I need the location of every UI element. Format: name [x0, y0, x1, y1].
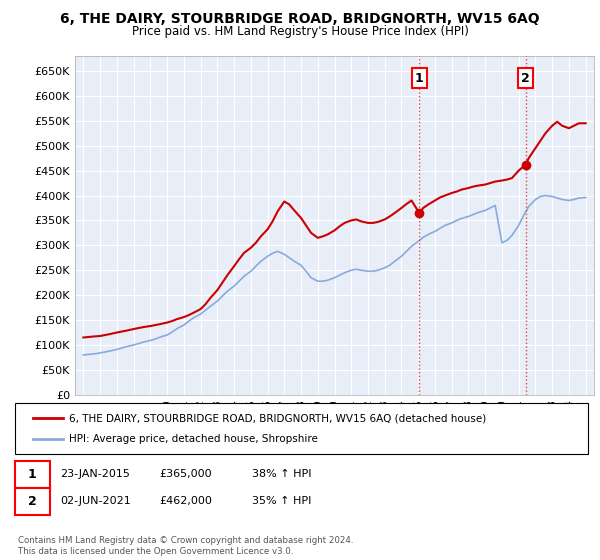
Text: 02-JUN-2021: 02-JUN-2021	[60, 496, 131, 506]
Text: 35% ↑ HPI: 35% ↑ HPI	[252, 496, 311, 506]
Text: Price paid vs. HM Land Registry's House Price Index (HPI): Price paid vs. HM Land Registry's House …	[131, 25, 469, 38]
Text: 23-JAN-2015: 23-JAN-2015	[60, 469, 130, 479]
Text: 6, THE DAIRY, STOURBRIDGE ROAD, BRIDGNORTH, WV15 6AQ: 6, THE DAIRY, STOURBRIDGE ROAD, BRIDGNOR…	[60, 12, 540, 26]
Text: 1: 1	[28, 468, 37, 481]
Text: Contains HM Land Registry data © Crown copyright and database right 2024.
This d: Contains HM Land Registry data © Crown c…	[18, 536, 353, 556]
Text: HPI: Average price, detached house, Shropshire: HPI: Average price, detached house, Shro…	[69, 433, 318, 444]
Text: 2: 2	[28, 494, 37, 508]
Text: 6, THE DAIRY, STOURBRIDGE ROAD, BRIDGNORTH, WV15 6AQ (detached house): 6, THE DAIRY, STOURBRIDGE ROAD, BRIDGNOR…	[69, 413, 486, 423]
Text: £365,000: £365,000	[159, 469, 212, 479]
Text: 2: 2	[521, 72, 530, 85]
Text: 1: 1	[415, 72, 424, 85]
Text: 38% ↑ HPI: 38% ↑ HPI	[252, 469, 311, 479]
Text: £462,000: £462,000	[159, 496, 212, 506]
